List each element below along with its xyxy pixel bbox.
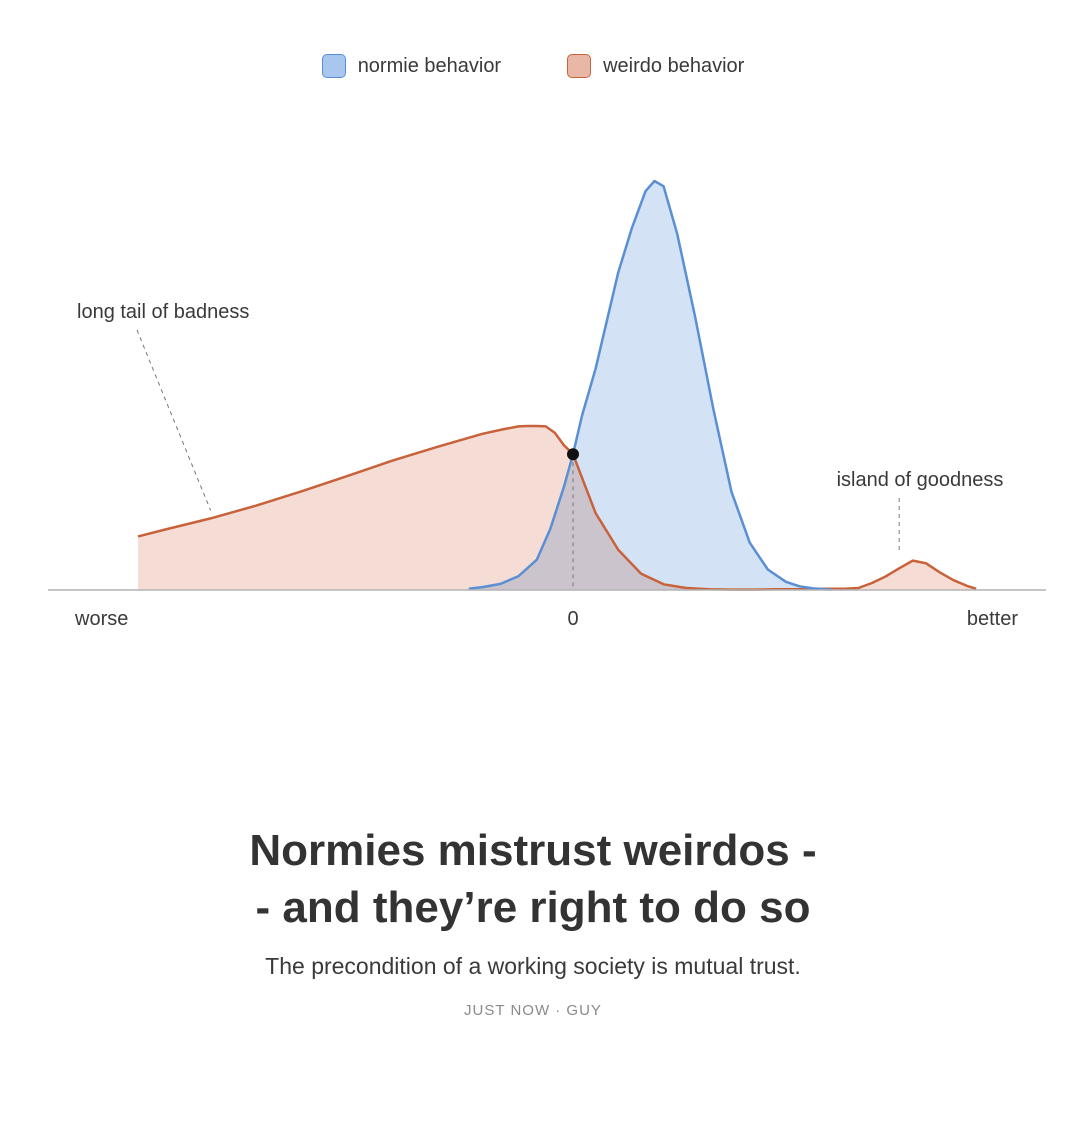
headline-line-2: - and they’re right to do so [255, 883, 811, 932]
line-weirdo [137, 424, 977, 591]
x-tick-labels: worse 0 better [74, 608, 1018, 630]
x-tick-worse: worse [74, 608, 128, 630]
legend-label-normie: normie behavior [357, 54, 502, 77]
legend-swatch-weirdo [567, 54, 592, 78]
legend-item-weirdo: weirdo behavior [567, 54, 744, 78]
article-headline[interactable]: Normies mistrust weirdos - - and they’re… [0, 822, 1066, 936]
article-subtitle: The precondition of a working society is… [265, 953, 801, 979]
series-fills [138, 181, 977, 590]
annotation-label-1: long tail of badness [77, 301, 249, 323]
area-normie [468, 181, 832, 590]
headline-line-1: Normies mistrust weirdos - [249, 826, 817, 875]
annotations: long tail of badness island of goodness [77, 301, 1003, 553]
article-byline: JUST NOW · GUY [464, 1002, 602, 1019]
x-tick-0: 0 [567, 608, 578, 630]
legend-item-normie: normie behavior [321, 54, 502, 78]
annotation-label-2: island of goodness [837, 469, 1004, 491]
x-tick-better: better [967, 608, 1018, 630]
series-lines [137, 179, 977, 591]
intersection-point [567, 448, 579, 461]
line-normie [468, 179, 832, 591]
chart-legend: normie behavior weirdo behavior [0, 54, 1066, 78]
annotation-leader-1 [136, 329, 212, 511]
legend-swatch-normie [321, 54, 346, 78]
legend-label-weirdo: weirdo behavior [603, 54, 745, 77]
